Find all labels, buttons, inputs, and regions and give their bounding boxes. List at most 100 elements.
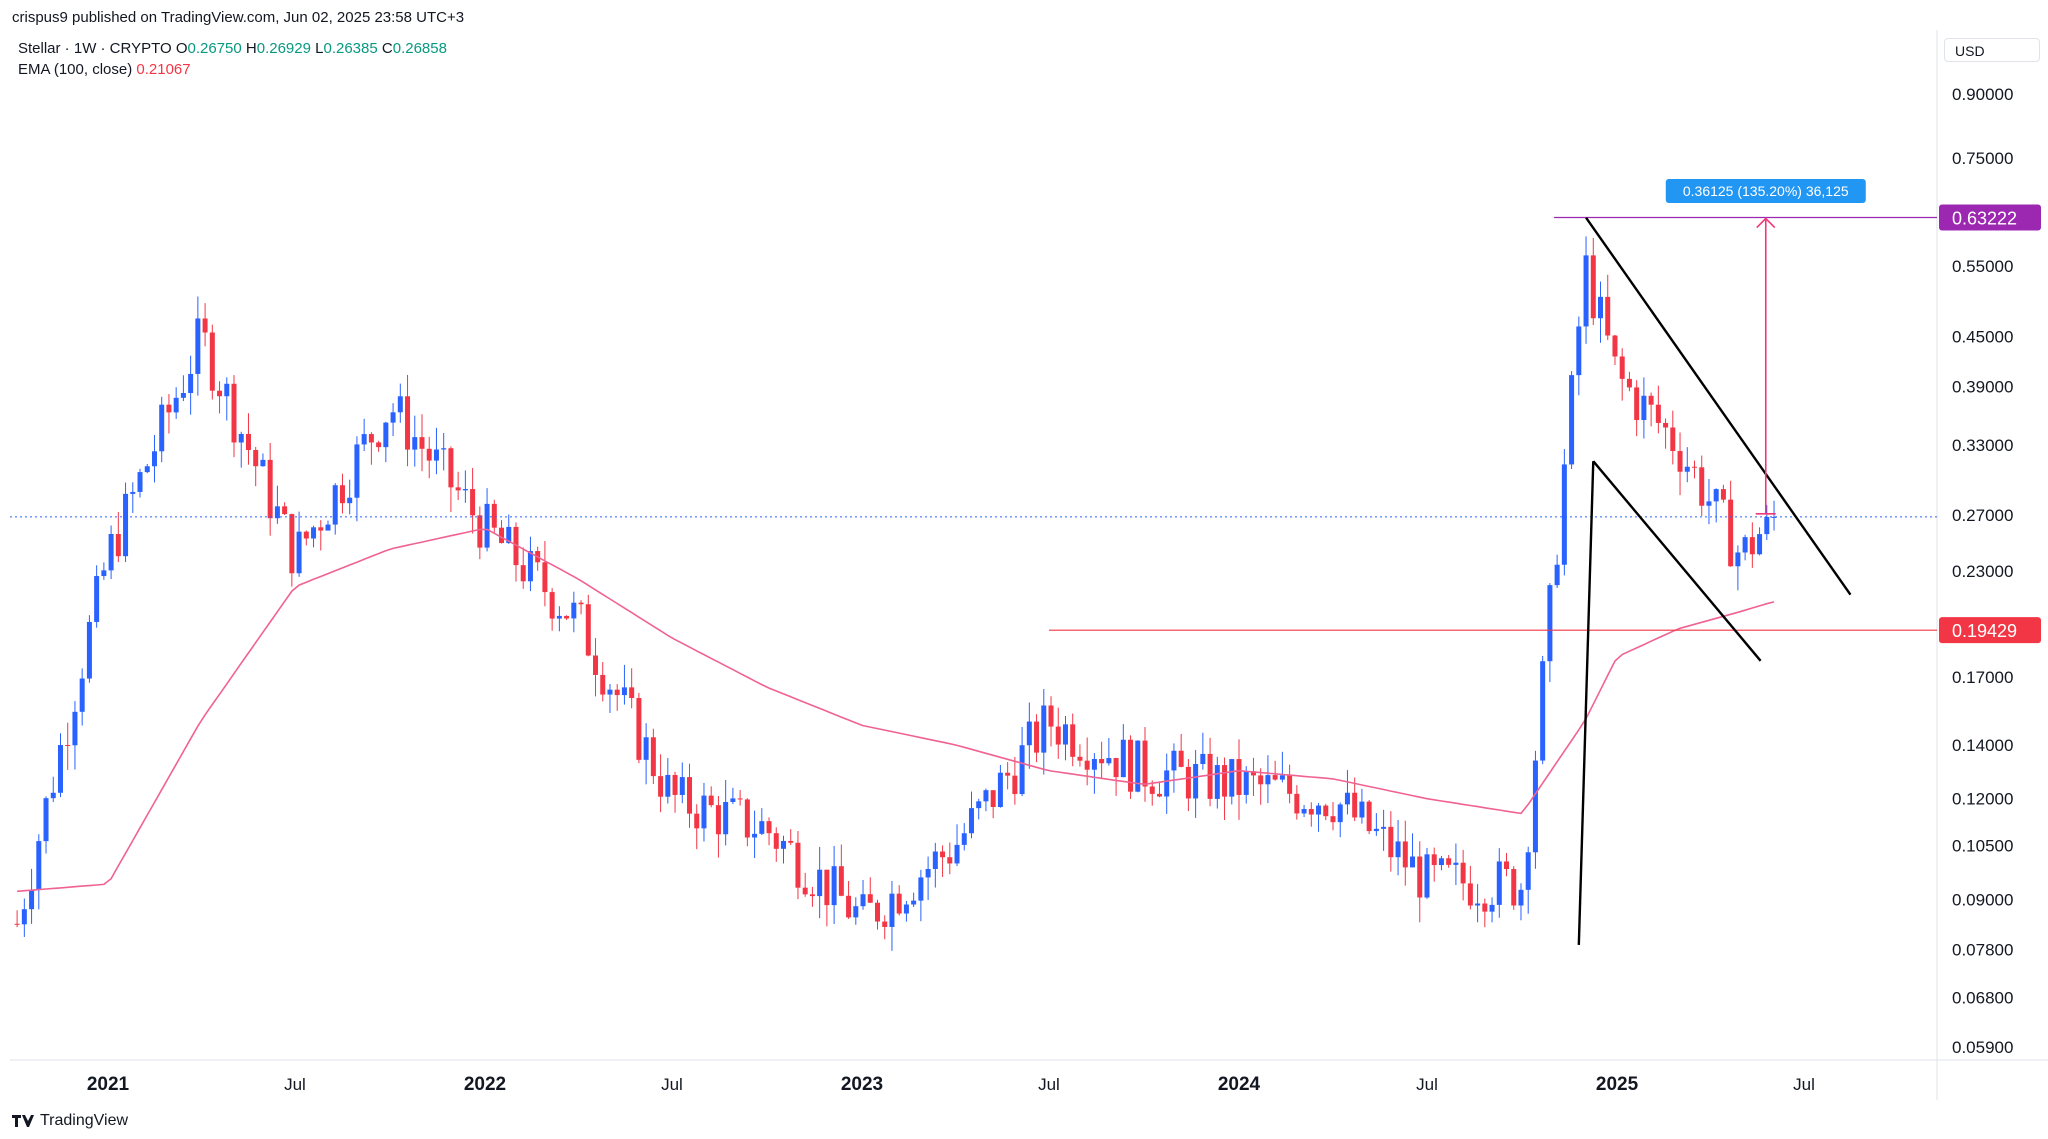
candle-body — [1005, 772, 1011, 776]
candle-body — [896, 893, 902, 914]
ema-line — [17, 528, 1775, 893]
tradingview-logo: TradingView — [12, 1112, 128, 1130]
candle-body — [260, 459, 266, 467]
candle-body — [202, 318, 208, 333]
candle-body — [846, 895, 852, 918]
price-tick-label: 0.33000 — [1952, 436, 2013, 455]
candle-body — [1540, 661, 1546, 761]
candle-body — [144, 466, 150, 473]
candle-body — [593, 655, 599, 675]
time-tick-label: 2024 — [1218, 1074, 1261, 1095]
candle-body — [1294, 793, 1300, 814]
candle-body — [658, 776, 664, 797]
candle-body — [484, 503, 490, 548]
candle-body — [1728, 499, 1734, 567]
candle-body — [303, 531, 309, 539]
candle-body — [1185, 766, 1191, 799]
candle-body — [947, 857, 953, 864]
candle-body — [173, 397, 179, 413]
price-tick-label: 0.23000 — [1952, 562, 2013, 581]
price-tag-label: 0.63222 — [1952, 209, 2017, 229]
candle-body — [614, 689, 620, 696]
close-value: 0.26858 — [392, 40, 447, 57]
price-tick-label: 0.10500 — [1952, 836, 2013, 855]
candle-body — [860, 894, 866, 907]
candle-body — [1062, 724, 1068, 745]
candle-body — [1395, 841, 1401, 858]
candle-body — [874, 902, 880, 922]
low-label: L — [315, 40, 324, 57]
tradingview-icon — [12, 1115, 34, 1127]
candle-body — [1265, 775, 1271, 785]
candle-body — [274, 506, 280, 519]
candle-body — [1344, 792, 1350, 805]
candle-body — [1200, 753, 1206, 764]
candle-body — [1113, 758, 1119, 778]
candle-body — [390, 412, 396, 423]
open-label: O — [175, 40, 188, 57]
candle-body — [1532, 760, 1538, 853]
candle-body — [1641, 395, 1647, 421]
candle-body — [817, 869, 823, 897]
candle-body — [940, 851, 946, 858]
candle-body — [556, 615, 562, 619]
price-tick-label: 0.39000 — [1952, 377, 2013, 396]
candle-body — [1735, 552, 1741, 567]
candle-body — [954, 844, 960, 864]
candle-body — [1272, 775, 1278, 780]
price-tick-label: 0.75000 — [1952, 149, 2013, 168]
time-tick-label: Jul — [1038, 1075, 1060, 1094]
candle-body — [1489, 904, 1495, 912]
candle-body — [1561, 464, 1567, 565]
close-label: C — [381, 40, 393, 57]
candle-body — [1077, 756, 1083, 761]
candle-body — [564, 615, 570, 619]
ohlc-line: Stellar · 1W · CRYPTO O0.26750 H0.26929 … — [18, 40, 447, 57]
candle-body — [72, 711, 78, 746]
time-tick-label: 2023 — [841, 1074, 883, 1095]
candle-body — [1706, 501, 1712, 506]
candle-body — [1771, 516, 1777, 518]
candle-body — [1764, 516, 1770, 535]
candle-body — [1323, 805, 1329, 817]
price-tick-label: 0.55000 — [1952, 257, 2013, 276]
currency-button[interactable]: USD — [1944, 38, 2040, 62]
candle-body — [1337, 804, 1343, 823]
candle-body — [1699, 467, 1705, 506]
price-tick-label: 0.90000 — [1952, 85, 2013, 104]
price-tick-label: 0.27000 — [1952, 506, 2013, 525]
candle-body — [701, 795, 707, 829]
candle-body — [781, 840, 787, 849]
price-tick-label: 0.45000 — [1952, 327, 2013, 346]
candle-body — [1106, 758, 1112, 764]
candle-body — [1099, 758, 1105, 764]
candle-body — [1460, 862, 1466, 884]
candle-body — [636, 698, 642, 760]
candle-body — [325, 524, 331, 531]
candle-body — [1626, 378, 1632, 388]
candle-body — [976, 801, 982, 809]
candle-body — [433, 449, 439, 461]
candle-body — [1381, 826, 1387, 829]
candle-body — [1236, 759, 1242, 795]
candle-body — [809, 894, 815, 897]
candle-body — [737, 798, 743, 800]
candle-body — [1410, 856, 1416, 868]
candle-body — [361, 434, 367, 445]
candle-body — [462, 489, 468, 491]
time-tick-label: Jul — [1416, 1075, 1438, 1094]
candle-body — [672, 774, 678, 795]
candle-body — [1091, 758, 1097, 770]
candle-body — [376, 442, 382, 448]
candle-body — [383, 422, 389, 448]
candle-body — [166, 404, 172, 413]
candle-body — [542, 562, 548, 593]
candle-body — [1287, 775, 1293, 794]
candle-body — [1504, 861, 1510, 870]
candle-body — [788, 840, 794, 843]
candle-body — [231, 383, 237, 443]
ema-value: 0.21067 — [136, 61, 191, 78]
candle-body — [1164, 770, 1170, 797]
candle-body — [267, 459, 273, 519]
